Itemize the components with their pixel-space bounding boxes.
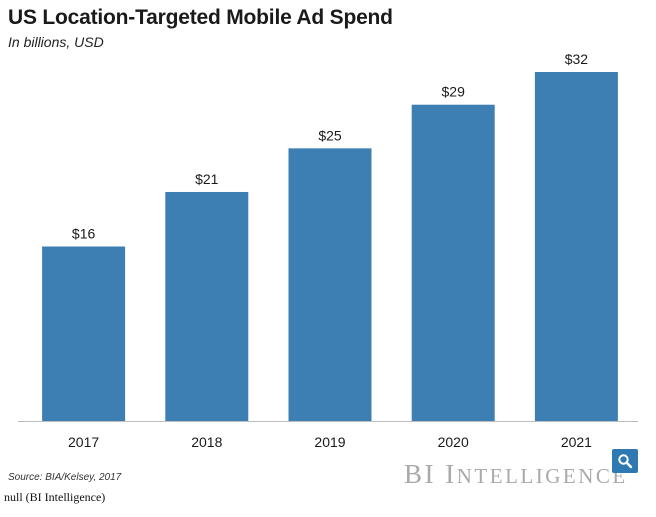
value-label-2017: $16 [72,226,96,242]
value-label-2021: $32 [565,51,589,67]
x-tick-label-2019: 2019 [314,434,345,450]
image-caption: null (BI Intelligence) [4,490,106,504]
brand-rest: NTELLIGENCE [456,464,628,488]
x-tick-label-2021: 2021 [561,434,592,450]
value-label-2018: $21 [195,171,219,187]
x-tick-label-2017: 2017 [68,434,99,450]
brand-logo: BI INTELLIGENCE [404,459,628,490]
brand-first: BI [404,459,436,489]
bar-2019 [288,148,372,421]
bar-2018 [165,191,249,421]
chart-subtitle: In billions, USD [8,34,104,50]
brand-rest-initial: I [445,459,457,489]
value-label-2019: $25 [318,127,342,143]
search-button[interactable] [612,449,638,473]
search-icon [618,454,633,469]
value-label-2020: $29 [442,84,466,100]
bar-chart: $16 2017 $21 2018 $25 2019 $29 2020 $32 2021 [18,51,638,450]
bar-2020 [411,104,495,421]
chart-title: US Location-Targeted Mobile Ad Spend [8,6,393,29]
bar-2021 [534,72,618,421]
bar-2017 [42,246,126,421]
x-tick-label-2020: 2020 [438,434,469,450]
source-note: Source: BIA/Kelsey, 2017 [8,472,122,483]
x-tick-label-2018: 2018 [191,434,222,450]
